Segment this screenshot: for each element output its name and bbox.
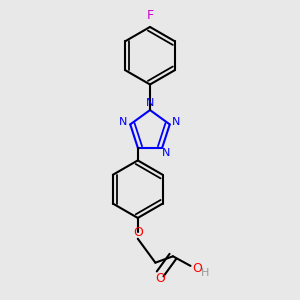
Text: H: H <box>201 268 209 278</box>
Text: O: O <box>133 226 143 239</box>
Text: N: N <box>146 98 154 108</box>
Text: F: F <box>146 9 154 22</box>
Text: N: N <box>162 148 170 158</box>
Text: N: N <box>119 117 128 127</box>
Text: O: O <box>192 262 202 275</box>
Text: N: N <box>172 117 181 127</box>
Text: O: O <box>155 272 165 285</box>
